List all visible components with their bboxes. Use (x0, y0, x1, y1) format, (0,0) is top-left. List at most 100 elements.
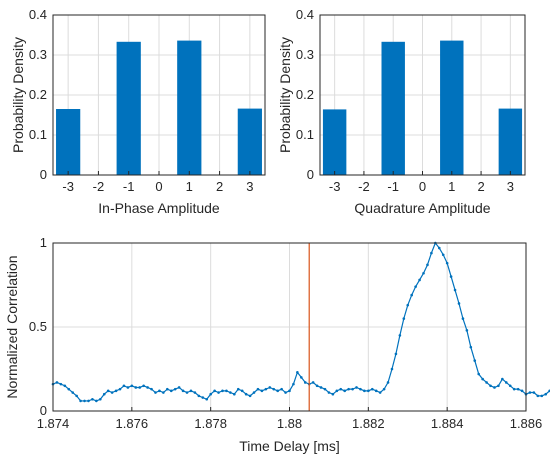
data-point (126, 386, 130, 389)
bar--3 (322, 109, 347, 175)
data-point (138, 386, 142, 389)
data-point (477, 372, 481, 376)
x-tick-label: 1 (186, 179, 193, 194)
x-tick-label: -1 (123, 179, 135, 194)
data-point (91, 397, 94, 401)
data-point (201, 396, 205, 399)
data-point (390, 367, 394, 371)
data-point (189, 389, 193, 393)
y-tick-label: 0.1 (296, 127, 314, 142)
data-point (422, 271, 425, 275)
x-axis-label: Time Delay [ms] (239, 438, 340, 454)
data-point (185, 391, 189, 394)
data-point (449, 275, 453, 278)
x-tick-label: 1.884 (431, 416, 464, 431)
data-point (453, 288, 457, 292)
data-point (469, 345, 473, 349)
data-point (528, 391, 532, 394)
data-point (359, 387, 362, 391)
data-point (71, 391, 75, 394)
x-tick-label: 0 (419, 179, 426, 194)
data-point (248, 394, 252, 398)
x-tick-label: 1.876 (116, 416, 149, 431)
y-tick-label: 0.4 (29, 7, 47, 22)
x-tick-label: 1.874 (37, 416, 70, 431)
y-tick-label: 0 (307, 167, 314, 182)
data-point (173, 387, 177, 391)
data-point (355, 386, 358, 389)
data-point (205, 397, 209, 401)
data-point (493, 386, 496, 389)
data-point (343, 389, 346, 393)
data-point (351, 387, 354, 391)
data-point (512, 387, 516, 391)
data-point (437, 246, 441, 250)
data-point (303, 381, 307, 384)
data-point (59, 382, 63, 386)
data-point (63, 384, 67, 388)
data-point (363, 389, 366, 393)
data-point (252, 391, 256, 394)
data-point (260, 389, 264, 393)
data-point (142, 384, 145, 388)
data-point (150, 387, 153, 391)
data-point (110, 391, 114, 394)
data-point (118, 387, 122, 391)
data-point (441, 253, 445, 257)
data-point (394, 352, 398, 356)
data-point (319, 386, 323, 389)
data-point (378, 391, 382, 394)
data-point (445, 261, 449, 265)
y-axis-label: Probability Density (277, 37, 293, 153)
histogram-0: 0 0.1 0.2 0.3 0.4 -3 -2 -1 0 1 2 3 In-Phase Amplitud… (10, 7, 266, 216)
x-tick-label: 1 (448, 179, 455, 194)
data-point (414, 285, 417, 288)
x-tick-label: 1.88 (277, 416, 302, 431)
x-tick-label: 2 (216, 179, 223, 194)
data-point (327, 391, 331, 394)
data-point (296, 371, 299, 374)
y-tick-label: 0 (40, 167, 47, 182)
x-axis-label: In-Phase Amplitude (98, 200, 220, 216)
y-tick-label: 0 (40, 403, 47, 418)
data-point (532, 391, 536, 394)
data-point (272, 387, 276, 391)
data-point (67, 387, 71, 391)
x-axis-label: Quadrature Amplitude (354, 200, 490, 216)
bar-3 (498, 108, 523, 175)
data-point (323, 387, 327, 391)
data-point (162, 391, 165, 394)
bar-1 (177, 40, 202, 175)
x-tick-label: 1.882 (352, 416, 385, 431)
x-tick-label: 3 (507, 179, 514, 194)
data-point (233, 392, 236, 396)
data-point (102, 392, 106, 396)
y-tick-label: 1 (40, 235, 47, 250)
y-tick-label: 0.1 (29, 127, 47, 142)
data-point (315, 384, 319, 388)
x-tick-label: -2 (358, 179, 370, 194)
data-point (99, 397, 102, 401)
data-point (87, 399, 90, 403)
data-point (240, 389, 244, 393)
x-tick-label: -3 (329, 179, 341, 194)
data-point (236, 387, 240, 391)
data-point (465, 329, 469, 332)
x-tick-label: 1.878 (194, 416, 227, 431)
data-point (426, 263, 429, 267)
data-point (540, 394, 544, 398)
bar--1 (116, 41, 141, 175)
x-tick-label: 0 (155, 179, 162, 194)
x-tick-label: -3 (62, 179, 74, 194)
data-point (276, 389, 279, 393)
data-point (193, 391, 197, 394)
data-point (382, 387, 386, 391)
axes-box (52, 14, 266, 176)
data-point (406, 303, 410, 307)
data-point (501, 377, 504, 381)
x-tick-label: 3 (246, 179, 253, 194)
data-point (209, 392, 212, 396)
data-point (284, 391, 287, 394)
data-point (520, 389, 524, 393)
bar--1 (381, 41, 405, 175)
